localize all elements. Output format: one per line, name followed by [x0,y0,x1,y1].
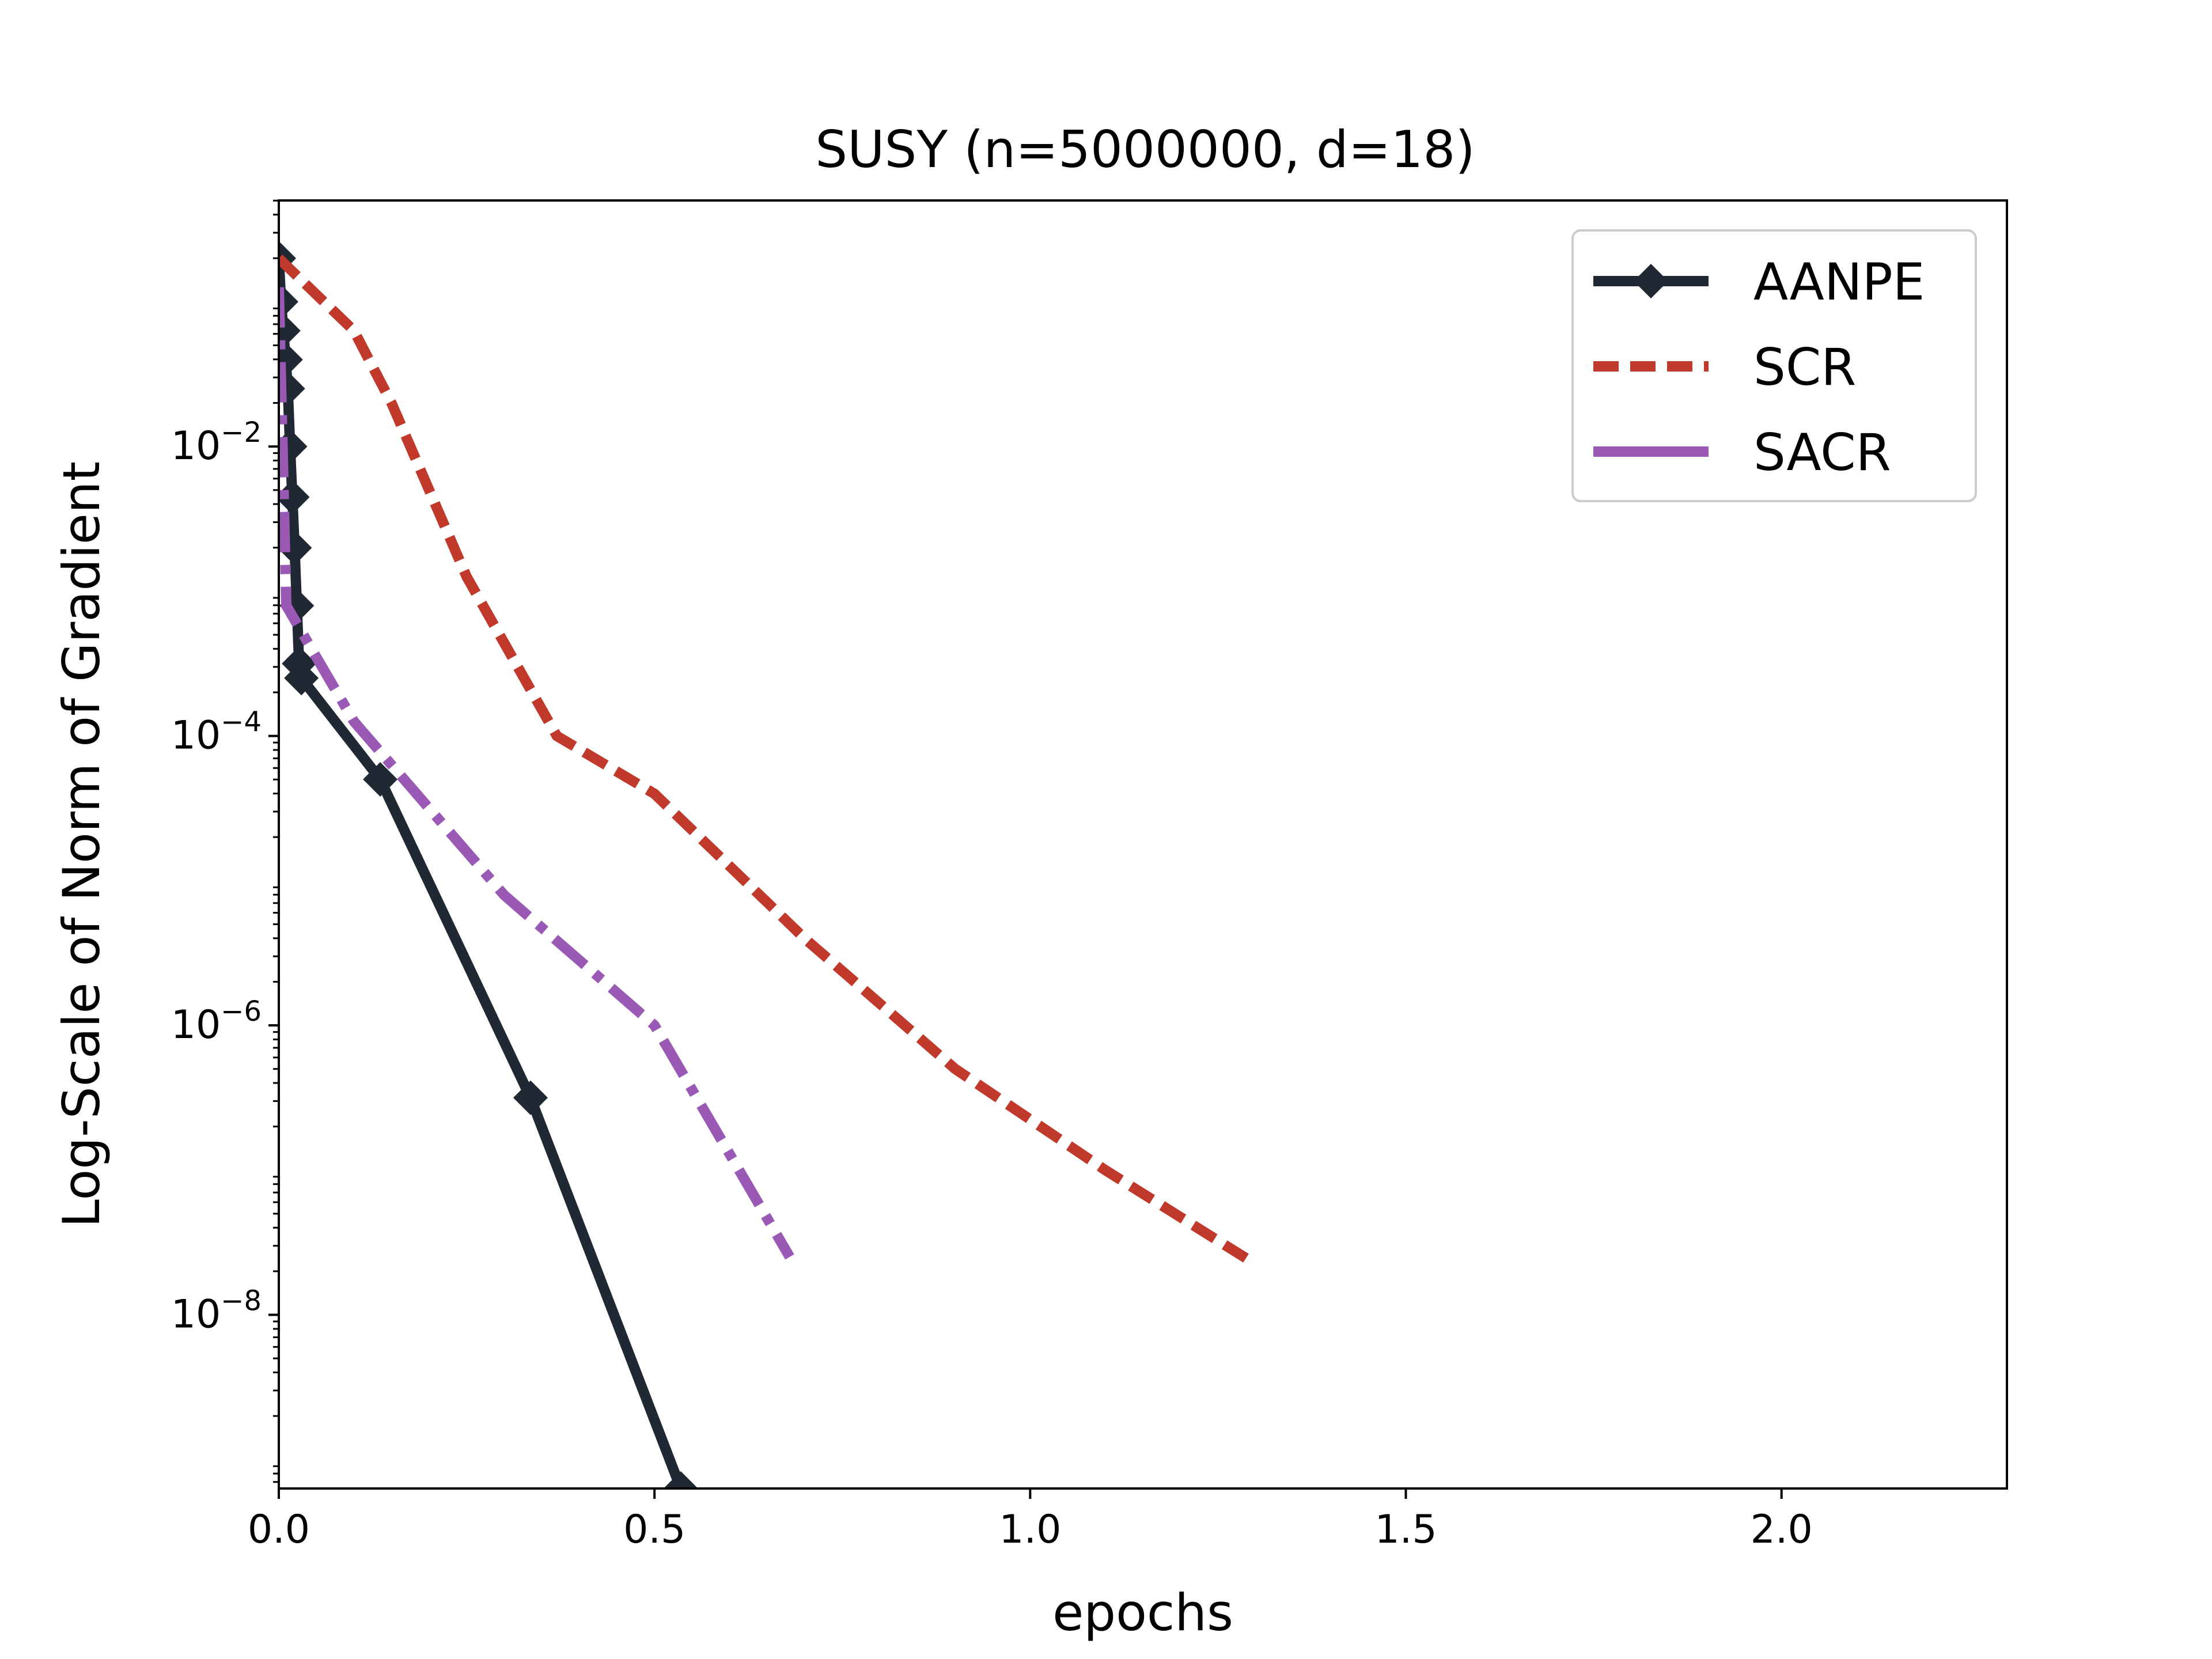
y-tick-label: 10−4 [171,706,262,759]
x-axis: 0.0 0.5 1.0 1.5 2.0 [248,1488,1813,1552]
chart-title: SUSY (n=5000000, d=18) [815,120,1475,179]
data-point [663,1471,698,1488]
x-axis-label: epochs [1052,1583,1233,1642]
data-point [284,661,319,696]
data-point [513,1080,548,1115]
series-line-scr [279,255,1259,1269]
axes-frame [278,199,2008,1490]
legend-label-scr: SCR [1753,338,1856,397]
data-point [363,762,398,797]
x-tick-label: 2.0 [1751,1507,1813,1552]
data-point [279,480,310,515]
y-axis: 10−2 10−4 10−6 10−8 [171,199,279,1483]
y-tick-label: 10−2 [171,416,262,469]
x-tick-label: 0.5 [623,1507,685,1552]
legend: AANPE SCR SACR [1571,229,1977,502]
legend-marker [1634,264,1668,298]
x-tick-label: 0.0 [248,1507,310,1552]
x-tick-label: 1.5 [1374,1507,1437,1552]
series-line-sacr [279,287,794,1260]
legend-box [1571,229,1977,502]
legend-label-aanpe: AANPE [1753,252,1925,312]
y-tick-label: 10−6 [171,995,262,1048]
y-axis-label: Log-Scale of Norm of Gradient [52,461,111,1228]
y-tick-label: 10−8 [171,1285,262,1338]
legend-label-sacr: SACR [1753,423,1891,482]
plot-area [279,241,1259,1488]
x-tick-label: 1.0 [999,1507,1061,1552]
